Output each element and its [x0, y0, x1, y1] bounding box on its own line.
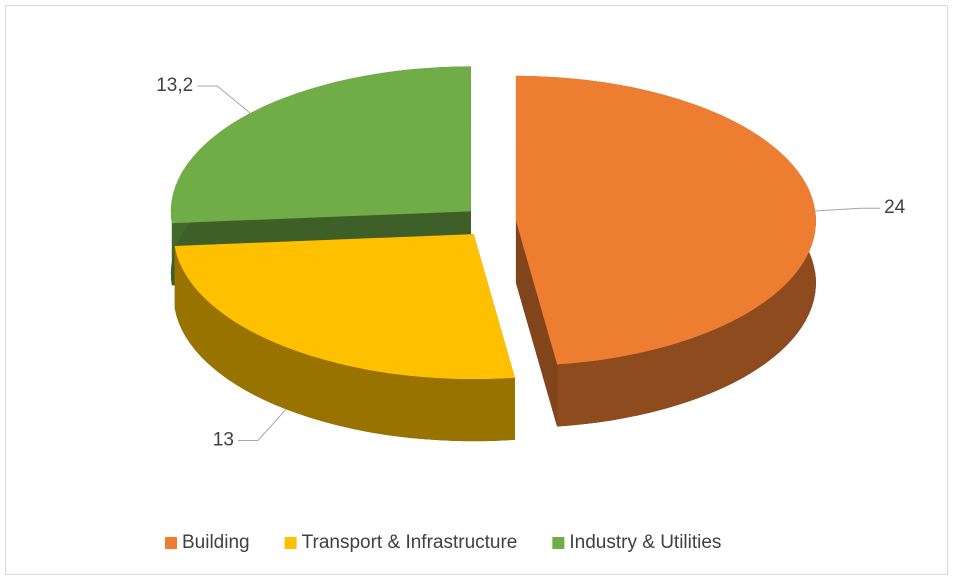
data-label: 13 [213, 430, 234, 451]
legend-swatch [552, 537, 565, 549]
legend-label: Industry & Utilities [569, 532, 721, 553]
slice-top [170, 66, 471, 224]
legend-label: Transport & Infrastructure [302, 532, 518, 553]
legend-label: Building [182, 532, 250, 553]
slice-wall [515, 220, 558, 427]
leader-line [197, 85, 251, 114]
data-label: 24 [884, 197, 906, 218]
legend-swatch [165, 537, 177, 549]
pie-slice [174, 234, 515, 442]
pie-slice [515, 75, 816, 427]
slice-side [174, 245, 515, 442]
leader-line [815, 207, 881, 212]
legend-swatch [284, 537, 297, 549]
leader-line [237, 408, 287, 441]
data-label: 13,2 [156, 75, 193, 96]
slice-top [174, 234, 515, 380]
slice-top [515, 75, 816, 365]
